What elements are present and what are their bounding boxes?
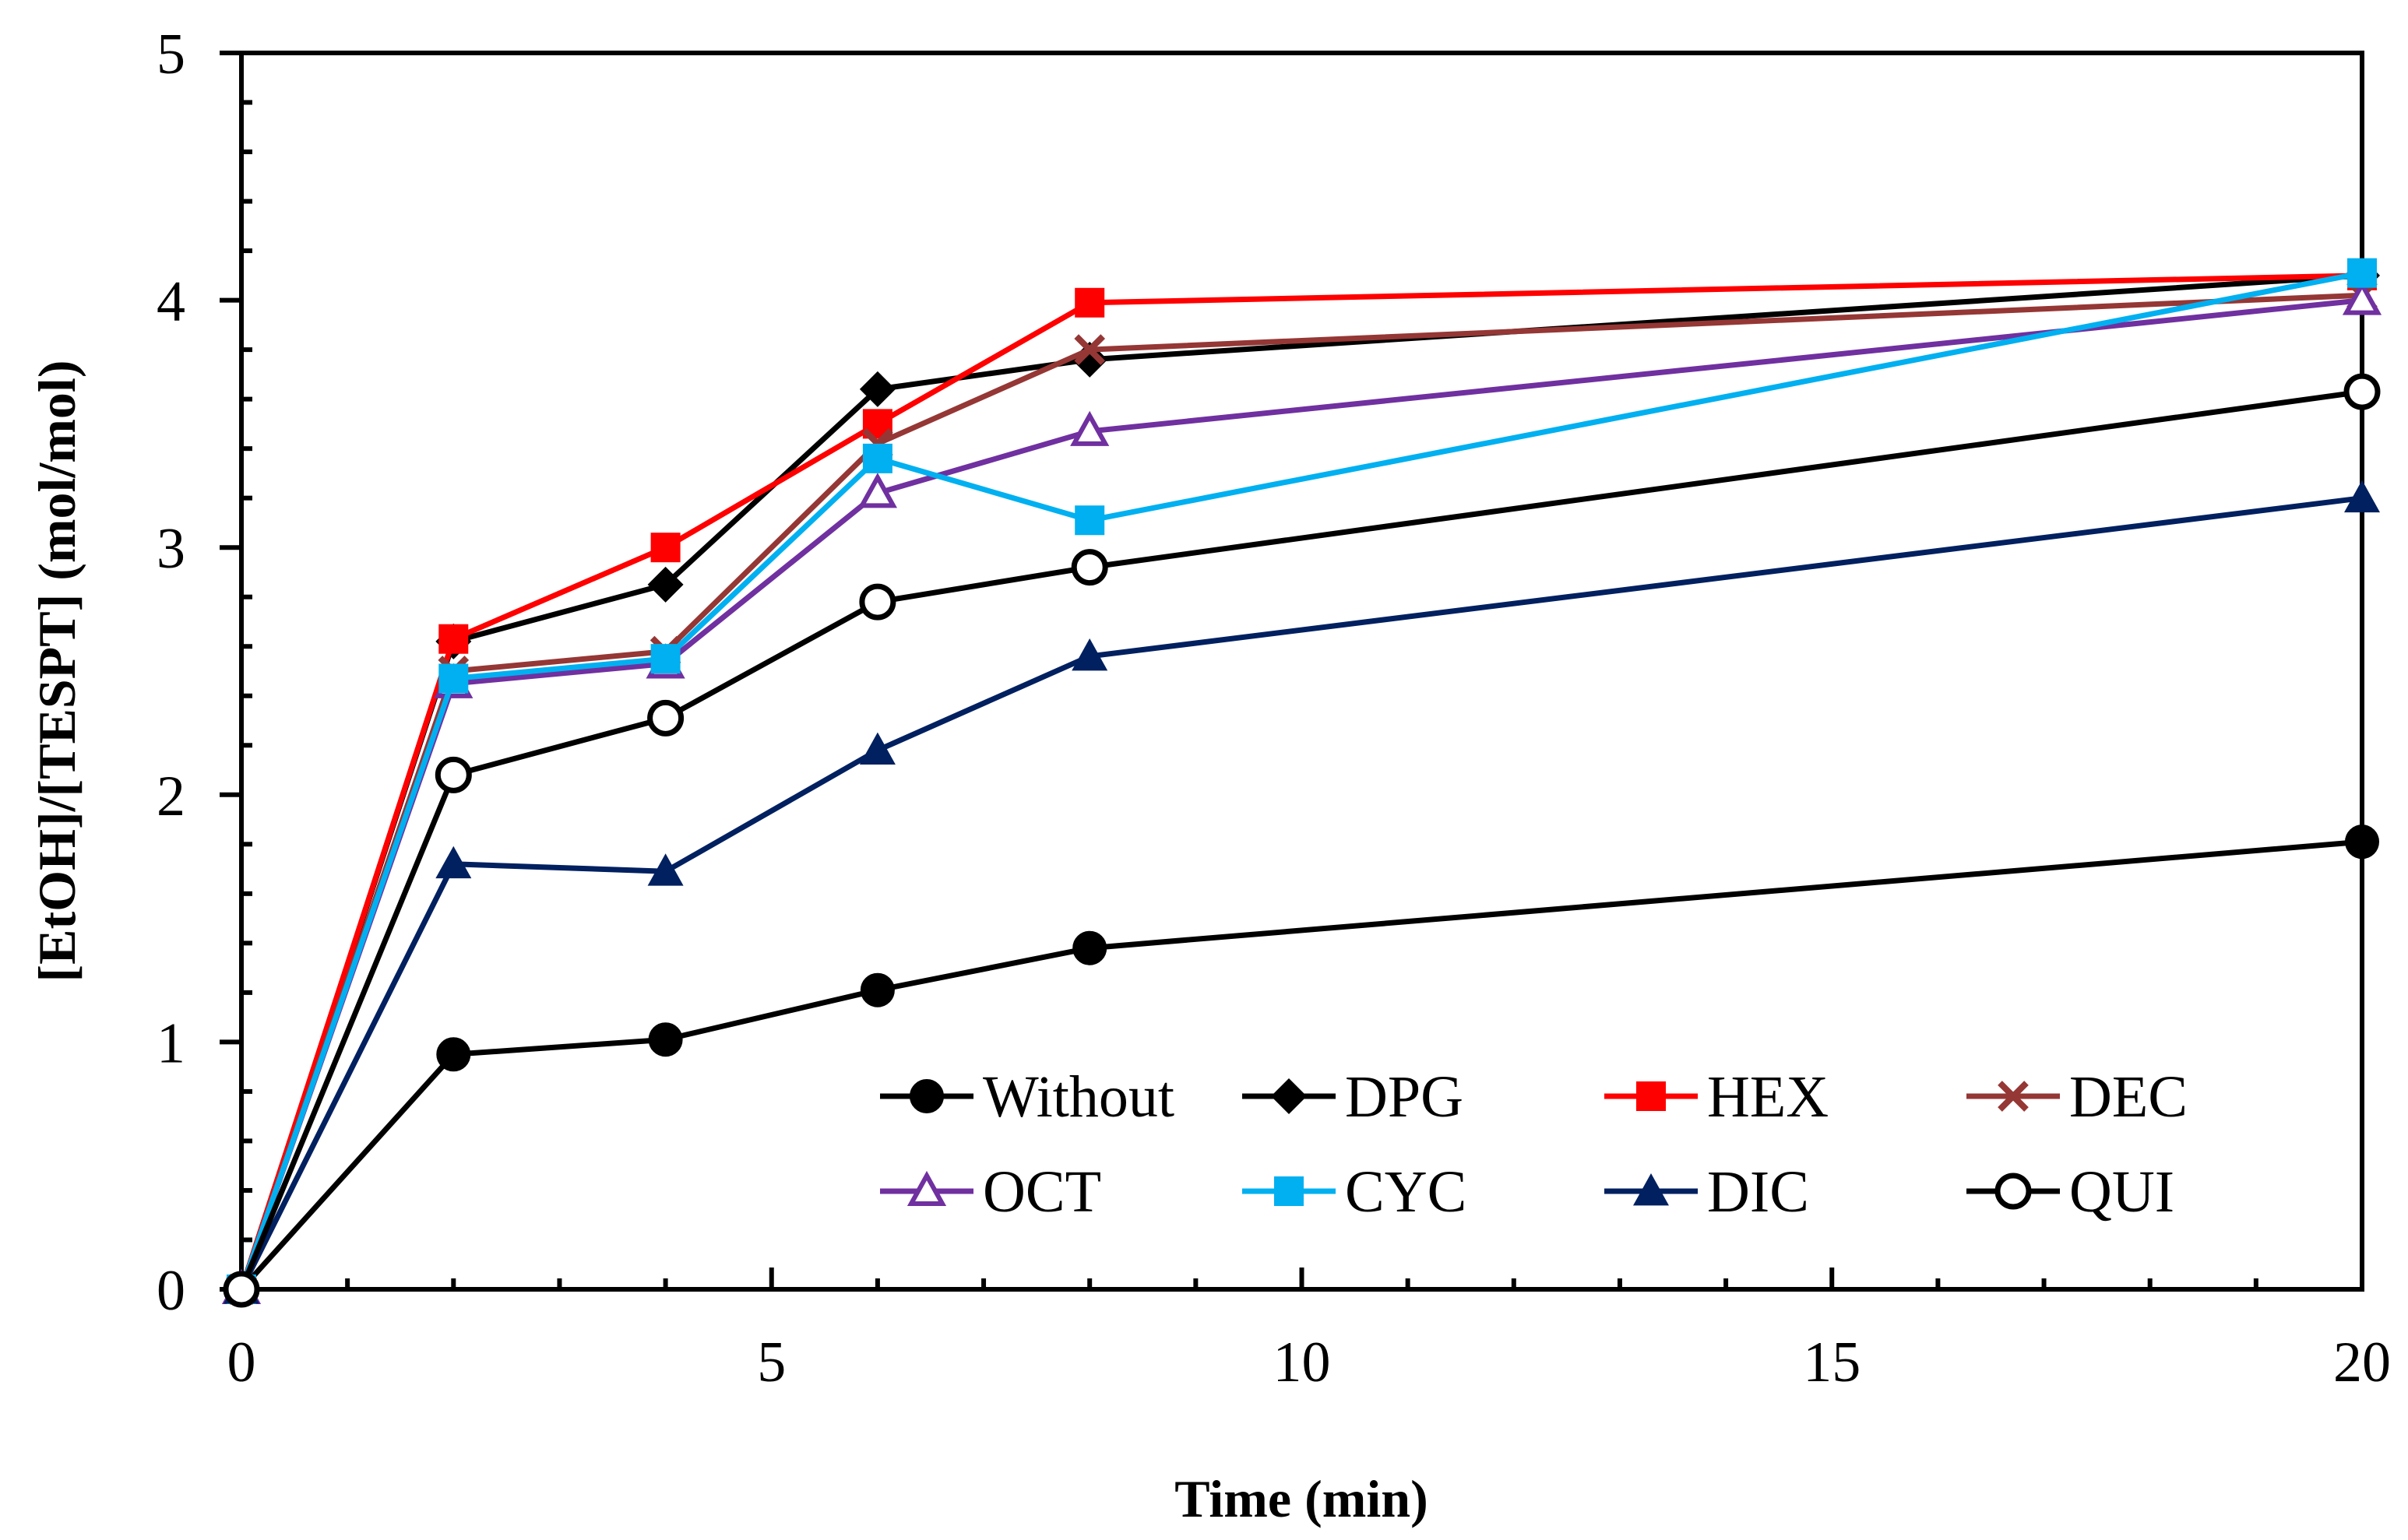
- legend-marker-qui: [1994, 1173, 2032, 1210]
- series-line-dec: [238, 292, 2363, 1291]
- data-point-hex: [1075, 287, 1105, 318]
- series-oct: [221, 280, 2382, 1304]
- series-line-oct: [238, 297, 2363, 1291]
- data-point-qui: [1071, 549, 1108, 586]
- legend-label-qui: QUI: [2069, 1159, 2174, 1225]
- series-hex: [227, 260, 2377, 1304]
- data-point-qui: [2343, 373, 2381, 410]
- data-point-dic: [435, 846, 472, 879]
- legend-item-dec: DEC: [1966, 1064, 2188, 1130]
- data-point-cyc: [1075, 505, 1105, 536]
- legend-item-cyc: CYC: [1242, 1159, 1466, 1225]
- data-point-oct: [1070, 410, 1110, 446]
- series-dpg: [224, 257, 2380, 1307]
- data-point-dic: [859, 732, 896, 765]
- legend-label-dic: DIC: [1707, 1159, 1809, 1225]
- series-line-dpg: [238, 272, 2363, 1291]
- y-tick-label: 2: [157, 765, 185, 828]
- x-tick-label: 20: [2333, 1331, 2391, 1394]
- data-point-without: [860, 972, 895, 1007]
- x-axis-title: Time (min): [1174, 1469, 1428, 1528]
- data-point-qui: [435, 756, 472, 793]
- data-point-dic: [1072, 638, 1108, 671]
- y-axis-title: [EtOH]/[TESPT] (mol/mol): [27, 360, 86, 983]
- series-line-dic: [238, 495, 2363, 1291]
- legend-item-dic: DIC: [1604, 1159, 1809, 1225]
- legend-item-hex: HEX: [1604, 1064, 1829, 1130]
- legend-marker-cyc: [1274, 1176, 1304, 1206]
- legend-label-oct: OCT: [983, 1159, 1101, 1225]
- legend-marker-without: [910, 1079, 944, 1113]
- data-point-without: [436, 1037, 471, 1072]
- data-point-cyc: [862, 443, 892, 473]
- legend: Without DPG HEX DEC OCT CYC DIC QUI: [880, 1064, 2188, 1225]
- x-tick-labels: 0 5 10 15 20: [227, 1331, 2392, 1394]
- series-without: [224, 824, 2379, 1306]
- legend-marker-dpg: [1271, 1078, 1307, 1114]
- data-point-qui: [223, 1271, 260, 1308]
- x-tick-label: 5: [757, 1331, 786, 1394]
- legend-marker-dic: [1633, 1173, 1669, 1206]
- legend-item-qui: QUI: [1966, 1159, 2174, 1225]
- data-point-dpg: [647, 566, 684, 603]
- x-tick-label: 15: [1803, 1331, 1861, 1394]
- minor-ticks: [241, 100, 2258, 1289]
- y-tick-label: 0: [157, 1259, 185, 1323]
- data-point-oct: [857, 473, 897, 508]
- series-line-cyc: [238, 270, 2363, 1291]
- data-point-qui: [859, 583, 896, 621]
- series-line-qui: [238, 389, 2363, 1291]
- y-tick-label: 1: [157, 1011, 185, 1075]
- data-point-without: [2345, 824, 2379, 860]
- data-point-without: [1072, 930, 1107, 965]
- legend-label-dpg: DPG: [1345, 1064, 1463, 1130]
- x-tick-label: 0: [227, 1331, 256, 1394]
- data-point-dpg: [859, 371, 896, 407]
- y-tick-labels: 0 1 2 3 4 5: [157, 23, 185, 1323]
- data-point-cyc: [438, 663, 469, 694]
- legend-marker-dec-stroke: [1998, 1081, 2029, 1112]
- y-tick-label: 3: [157, 517, 185, 581]
- data-point-hex: [650, 533, 681, 563]
- legend-item-dpg: DPG: [1242, 1064, 1463, 1130]
- legend-label-without: Without: [983, 1064, 1174, 1130]
- y-tick-label: 4: [157, 270, 185, 334]
- data-point-dic: [2344, 480, 2380, 513]
- series-layer: [221, 257, 2382, 1308]
- legend-marker-hex: [1636, 1081, 1666, 1111]
- data-point-oct: [2342, 280, 2382, 315]
- y-tick-label: 5: [157, 23, 185, 86]
- legend-label-cyc: CYC: [1345, 1159, 1466, 1225]
- data-point-without: [648, 1022, 683, 1057]
- data-point-cyc: [650, 644, 681, 674]
- data-point-qui: [647, 699, 685, 737]
- data-point-dec-stroke: [1074, 334, 1106, 365]
- data-point-dec: [1074, 334, 1106, 365]
- legend-label-hex: HEX: [1707, 1064, 1829, 1130]
- data-point-cyc: [2347, 258, 2377, 288]
- legend-item-without: Without: [880, 1064, 1174, 1130]
- legend-label-dec: DEC: [2069, 1064, 2188, 1130]
- legend-item-oct: OCT: [880, 1159, 1101, 1225]
- x-tick-label: 10: [1273, 1331, 1331, 1394]
- legend-marker-dec: [1998, 1081, 2029, 1112]
- series-line-without: [239, 839, 2363, 1292]
- series-cyc: [227, 258, 2377, 1304]
- data-point-hex: [438, 624, 469, 654]
- series-qui: [223, 373, 2381, 1308]
- legend-marker-oct: [907, 1170, 947, 1206]
- series-line-hex: [238, 272, 2363, 1291]
- data-point-dic: [647, 853, 684, 886]
